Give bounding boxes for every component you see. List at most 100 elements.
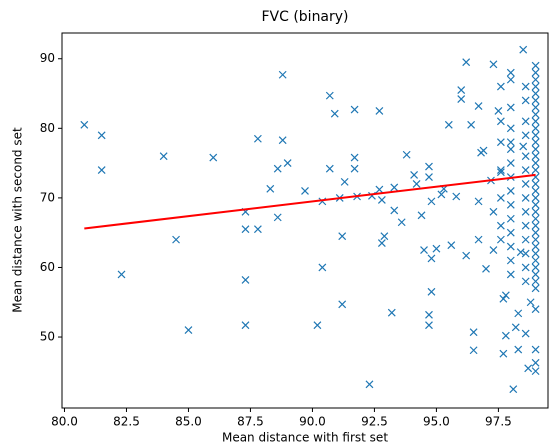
point — [506, 256, 515, 265]
point — [531, 103, 540, 112]
point — [462, 251, 471, 260]
point — [420, 246, 428, 254]
point — [278, 136, 287, 145]
point — [531, 367, 540, 376]
point — [496, 193, 505, 202]
point — [531, 124, 540, 133]
point — [531, 249, 540, 258]
point — [506, 103, 515, 112]
point — [479, 146, 488, 155]
point — [531, 96, 540, 105]
point — [397, 218, 406, 227]
point — [390, 206, 399, 215]
point — [531, 180, 540, 188]
point — [531, 358, 540, 367]
point — [97, 131, 106, 140]
point — [531, 166, 540, 174]
point — [377, 196, 386, 204]
point — [432, 244, 441, 253]
point — [521, 329, 530, 338]
point — [506, 214, 515, 223]
point — [516, 248, 525, 257]
point — [377, 239, 386, 248]
point — [117, 270, 126, 279]
point — [209, 153, 218, 162]
point — [531, 193, 540, 202]
point — [531, 305, 540, 314]
point — [482, 264, 490, 273]
point — [159, 152, 168, 161]
point — [172, 235, 180, 244]
point — [387, 308, 396, 317]
point — [521, 131, 530, 140]
point — [531, 228, 540, 237]
point — [506, 75, 515, 84]
y-tick-label: 80 — [40, 121, 55, 135]
point — [521, 166, 530, 174]
point — [506, 138, 515, 147]
point — [506, 228, 515, 237]
point — [506, 68, 515, 77]
point — [365, 380, 374, 389]
point — [427, 254, 436, 263]
point — [521, 235, 530, 244]
point — [97, 166, 106, 174]
point — [462, 58, 471, 67]
point — [318, 263, 327, 272]
point — [325, 91, 334, 100]
point — [340, 177, 349, 186]
point — [531, 256, 540, 265]
x-tick-label: 97.5 — [485, 415, 512, 429]
point — [452, 192, 461, 201]
point — [531, 138, 540, 147]
point — [531, 200, 540, 209]
point — [496, 138, 505, 147]
point — [380, 232, 389, 241]
point — [531, 263, 540, 272]
point — [425, 162, 433, 171]
point — [375, 106, 384, 115]
x-tick-label: 85.0 — [175, 415, 202, 429]
point — [444, 120, 453, 129]
point — [531, 131, 540, 140]
point — [514, 345, 523, 354]
point — [489, 246, 498, 254]
point — [531, 207, 540, 216]
point — [521, 221, 530, 230]
plot-frame — [61, 32, 549, 409]
point — [519, 45, 528, 54]
point — [499, 349, 508, 358]
point — [278, 70, 287, 79]
point — [521, 207, 530, 216]
point — [521, 277, 530, 286]
point — [501, 291, 510, 300]
point — [531, 214, 540, 223]
point — [531, 221, 540, 230]
point — [425, 321, 433, 330]
point — [241, 321, 250, 330]
point — [427, 197, 436, 206]
point — [526, 298, 535, 307]
point — [330, 109, 339, 118]
point — [301, 187, 309, 195]
x-tick-label: 80.0 — [51, 415, 78, 429]
point — [273, 213, 282, 222]
point — [496, 221, 505, 230]
point — [531, 110, 540, 119]
point — [313, 321, 322, 330]
point — [506, 270, 515, 279]
point — [489, 207, 498, 216]
point — [253, 134, 262, 143]
point — [506, 187, 515, 195]
point — [184, 326, 193, 335]
point — [521, 117, 530, 126]
point — [469, 346, 478, 355]
point — [425, 310, 433, 319]
point — [412, 180, 421, 188]
point — [521, 152, 530, 161]
point — [496, 117, 505, 126]
point — [531, 75, 540, 84]
point — [457, 95, 466, 104]
point — [531, 242, 540, 251]
point — [494, 106, 503, 115]
